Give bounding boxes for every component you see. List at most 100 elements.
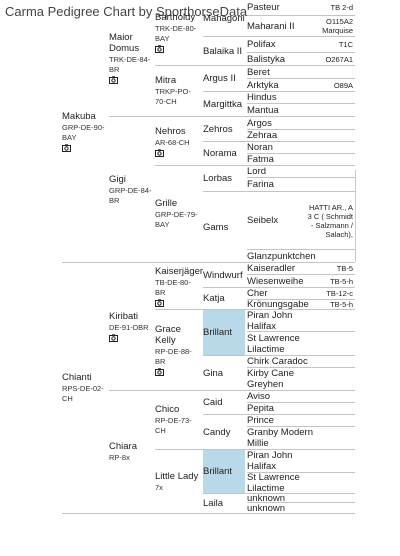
photo-icon <box>109 76 118 84</box>
horse-info: Laila <box>203 494 245 513</box>
horse-note: T1C <box>338 40 353 49</box>
horse-name: Piran John Halifax <box>247 450 293 472</box>
horse-info: Noran <box>247 142 317 153</box>
horse-info: Brillant <box>203 310 245 355</box>
horse-info: Chiara RP-8x <box>109 391 153 513</box>
horse-cell: Aviso <box>247 391 355 403</box>
horse-name: Chiara <box>109 441 137 452</box>
horse-cell: Kaiseradler TB-5 <box>247 263 355 275</box>
horse-info: unknown <box>247 493 317 504</box>
horse-info: Argos <box>247 117 317 129</box>
highlight-box <box>203 310 245 356</box>
horse-note: TB-5 <box>336 264 353 273</box>
horse-info: Mahagoni <box>203 0 245 36</box>
horse-cell: Farina <box>247 178 355 192</box>
horse-info: Candy <box>203 415 245 449</box>
horse-info: Brillant <box>203 450 245 493</box>
horse-cell: Glanzpunktchen <box>247 250 355 263</box>
horse-cell: Balistyka O267A1 <box>247 53 355 66</box>
horse-info: Margittka <box>203 92 245 116</box>
horse-name: Seibelx <box>247 215 279 226</box>
horse-info: Mitra TRKP-PO-70-CH <box>155 66 201 116</box>
horse-name: Kaiserjäger <box>155 265 204 277</box>
horse-name: Fatma <box>247 154 274 165</box>
horse-name: Cher <box>247 288 268 299</box>
horse-name: Balaika II <box>203 45 243 57</box>
horse-info: Piran John Halifax <box>247 309 317 332</box>
horse-name: St Lawrence Lilactime <box>247 332 300 355</box>
horse-info: Lord <box>247 166 317 177</box>
horse-name: Brillant <box>203 466 233 477</box>
horse-info: Lorbas <box>203 166 245 191</box>
horse-info: Krönungsgabe <box>247 299 317 310</box>
horse-name: Norama <box>203 148 237 159</box>
horse-name: Beret <box>247 66 270 78</box>
horse-name: Kirby Cane Greyhen <box>247 368 294 390</box>
horse-info: Balaika II <box>203 37 245 65</box>
horse-name: Pasteur <box>247 2 280 13</box>
horse-info: Seibelx <box>247 192 317 249</box>
registration: DE-91-DBR <box>109 323 149 332</box>
horse-cell: Arktyka O89A <box>247 79 355 92</box>
horse-name: Zehraa <box>247 130 278 141</box>
horse-info: Wiesenweihe <box>247 275 317 287</box>
horse-info: Zehraa <box>247 130 317 141</box>
horse-info: Glanzpunktchen <box>247 250 317 262</box>
horse-name: Grace Kelly <box>155 324 181 346</box>
photo-icon <box>155 368 164 376</box>
horse-name: Glanzpunktchen <box>247 250 316 262</box>
horse-info: St Lawrence Lilactime <box>247 332 317 355</box>
horse-cell: Noran <box>247 142 355 154</box>
horse-name: Mantua <box>247 104 279 116</box>
horse-cell: Zehraa <box>247 130 355 142</box>
horse-name: Caid <box>203 397 223 408</box>
horse-name: Margittka <box>203 98 243 110</box>
horse-name: Chianti <box>62 372 92 383</box>
horse-cell: Piran John Halifax <box>247 450 355 473</box>
horse-name: Gigi <box>109 173 126 185</box>
horse-name: Balistyka <box>247 53 286 65</box>
registration: TRK-DE-80-BAY <box>155 24 197 43</box>
horse-name: Bartholdy <box>155 12 196 23</box>
registration: RP-DE-88-BR <box>155 347 192 366</box>
horse-name: Prince <box>247 415 274 426</box>
horse-info: Chirk Caradoc <box>247 356 317 367</box>
horse-name: Zehros <box>203 123 233 135</box>
horse-info: Maharani II <box>247 16 317 36</box>
horse-cell: St Lawrence Lilactime <box>247 472 355 494</box>
horse-name: Chirk Caradoc <box>247 356 308 367</box>
horse-name: Chico <box>155 404 180 415</box>
horse-info: Kaiserjäger TB-DE-80-BR <box>155 263 204 309</box>
horse-name: Grille <box>155 198 178 209</box>
horse-note: TB-5-h <box>330 276 353 286</box>
photo-icon <box>155 45 164 53</box>
horse-info: Windwurf <box>203 263 245 287</box>
registration: RP-8x <box>109 453 130 462</box>
horse-info: Maior Domus TRK-DE-84-BR <box>109 0 153 116</box>
horse-info: Pepita <box>247 403 317 414</box>
horse-info: Bartholdy TRK-DE-80-BAY <box>155 0 201 65</box>
horse-info: Farina <box>247 178 317 191</box>
horse-info: Grace Kelly RP-DE-88-BR <box>155 310 201 390</box>
horse-info: Gigi GRP-DE-84-BR <box>109 117 153 262</box>
horse-name: Piran John Halifax <box>247 309 293 332</box>
horse-name: Laila <box>203 498 224 509</box>
horse-name: Kiribati <box>109 311 139 322</box>
horse-info: Cher <box>247 288 317 299</box>
horse-cell: Granby Modern Millie <box>247 427 355 450</box>
horse-info: Norama <box>203 142 245 165</box>
horse-info: Beret <box>247 66 317 78</box>
registration: RP-DE-73-CH <box>155 416 192 435</box>
horse-cell: Chirk Caradoc <box>247 356 355 368</box>
horse-cell: unknown <box>247 503 355 514</box>
horse-info: Chianti RPS-DE-02-CH <box>62 263 107 513</box>
horse-cell: Fatma <box>247 154 355 166</box>
horse-info: St Lawrence Lilactime <box>247 472 317 494</box>
horse-name: Pepita <box>247 403 274 414</box>
horse-name: Aviso <box>247 391 271 402</box>
horse-info: Zehros <box>203 117 245 141</box>
photo-icon <box>109 334 118 342</box>
horse-info: Makuba GRP-DE-90-BAY <box>62 0 107 262</box>
registration: 7x <box>155 482 163 492</box>
horse-info: Kirby Cane Greyhen <box>247 368 317 390</box>
